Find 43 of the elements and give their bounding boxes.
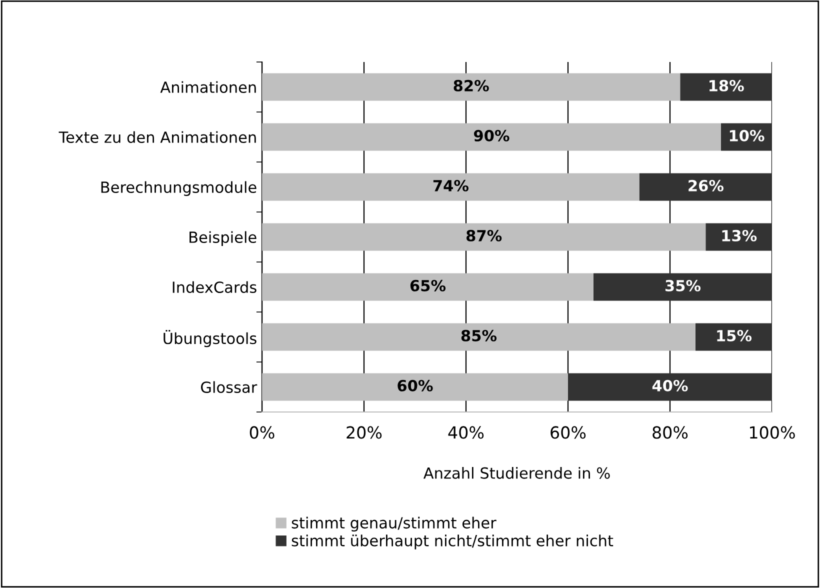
legend-label: stimmt genau/stimmt eher: [292, 516, 496, 532]
bar: [680, 73, 772, 101]
x-axis-title: Anzahl Studierende in %: [423, 467, 610, 479]
legend-label: stimmt überhaupt nicht/stimmt eher nicht: [292, 534, 614, 550]
data-label: 10%: [730, 130, 764, 142]
x-tick-label: 0%: [250, 426, 274, 439]
x-tick-label: 40%: [448, 426, 484, 439]
bar: [639, 173, 772, 201]
data-label: 15%: [717, 330, 752, 342]
y-tick-label: Übungstools: [164, 330, 256, 348]
bar: [594, 273, 772, 301]
bar: [262, 73, 680, 101]
bar: [262, 123, 721, 151]
bar: [262, 173, 640, 201]
data-label: 82%: [454, 80, 489, 92]
data-label: 87%: [466, 230, 502, 242]
data-label: 74%: [433, 180, 468, 192]
bar: [706, 223, 772, 251]
data-label: 85%: [461, 330, 497, 342]
y-tick-label: Glossar: [201, 381, 258, 394]
bar: [262, 273, 594, 301]
x-tick-label: 100%: [750, 426, 795, 439]
y-tick-label: IndexCards: [172, 281, 256, 294]
data-label: 90%: [474, 130, 510, 142]
bar: [568, 373, 772, 401]
x-tick-label: 60%: [550, 426, 586, 439]
data-label: 35%: [665, 280, 701, 292]
data-label: 65%: [410, 280, 446, 292]
data-label: 26%: [688, 180, 724, 192]
x-tick-label: 20%: [346, 426, 382, 439]
x-tick-label: 80%: [652, 426, 688, 439]
y-tick-label: Animationen: [160, 81, 256, 94]
data-label: 18%: [710, 80, 744, 92]
bar: [262, 223, 706, 251]
bar: [262, 323, 696, 351]
data-label: 60%: [398, 380, 433, 392]
y-tick-label: Berechnungsmodule: [101, 181, 256, 196]
y-tick-label: Beispiele: [190, 231, 256, 246]
data-label: 13%: [722, 230, 757, 242]
data-label: 40%: [652, 380, 688, 392]
bar: [696, 323, 772, 351]
y-tick-label: Texte zu den Animationen: [58, 131, 256, 144]
bar: [262, 373, 568, 401]
